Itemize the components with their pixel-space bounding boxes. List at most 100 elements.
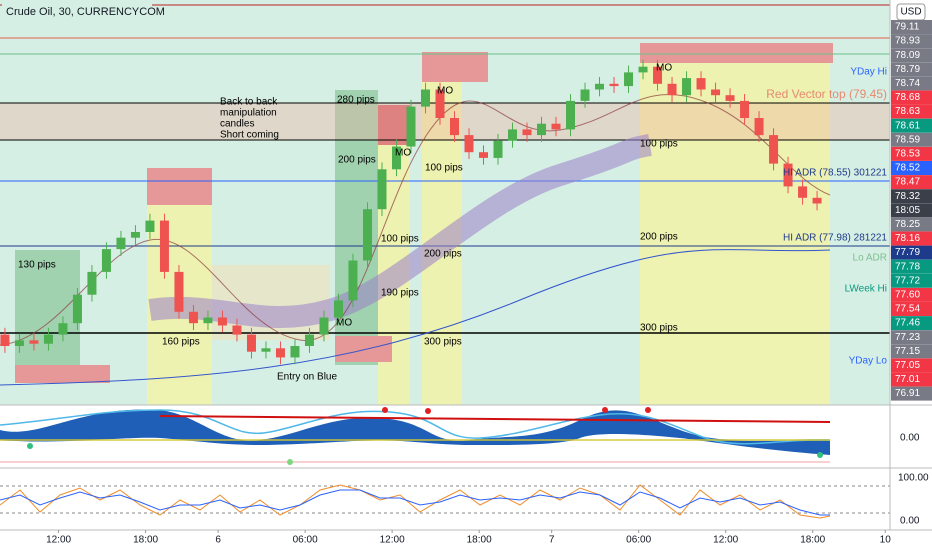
price-tag (891, 48, 932, 63)
x-tick-label: 12:00 (713, 535, 738, 546)
candle-body (537, 123, 547, 136)
line-label: HI ADR (77.98) 281221 (783, 233, 887, 244)
candle-body (725, 95, 735, 101)
price-tag (891, 189, 932, 204)
candle-body (362, 209, 372, 261)
zone (15, 250, 80, 365)
candle-body (290, 346, 300, 358)
ma-line (0, 94, 831, 346)
price-tag-label: 77.23 (895, 332, 920, 343)
annotation: 130 pips (18, 260, 56, 271)
price-tag-label: 78.16 (895, 233, 920, 244)
annotation: candles (220, 119, 254, 130)
candle-body (304, 334, 314, 346)
candle-body (246, 334, 256, 352)
price-tag (891, 161, 932, 175)
price-tag-label: 77.01 (895, 374, 920, 385)
candle-body (508, 129, 518, 141)
signal-dot (602, 407, 608, 413)
candle-body (595, 83, 605, 90)
price-tag (891, 34, 932, 49)
x-tick-label: 06:00 (626, 535, 651, 546)
annotation: 160 pips (162, 337, 200, 348)
x-tick-label: 06:00 (293, 535, 318, 546)
oscillator-label: 0.00 (900, 433, 920, 444)
candle-body (798, 186, 808, 198)
x-tick-label: 18:00 (800, 535, 825, 546)
candle-body (522, 129, 532, 136)
price-tag (891, 20, 932, 34)
price-tag (891, 62, 932, 77)
candle-body (87, 271, 97, 295)
annotation: Back to back (220, 97, 278, 108)
price-tag (891, 203, 932, 218)
line-label: Lo ADR (853, 253, 887, 264)
signal-dot (425, 408, 431, 414)
candle-body (203, 317, 213, 324)
candle-body (638, 66, 648, 73)
title-bg (2, 4, 152, 20)
line-label: LWeek Hi (845, 284, 887, 295)
price-tag-label: 79.11 (895, 22, 920, 33)
candle-body (72, 294, 82, 324)
annotation: 100 pips (381, 234, 419, 245)
annotation: 100 pips (640, 139, 678, 150)
candle-body (29, 340, 39, 344)
candle-body (624, 72, 634, 87)
candle-body (551, 123, 561, 130)
candle-body (449, 118, 459, 136)
annotation: 190 pips (381, 288, 419, 299)
line-label: YDay Hi (850, 67, 887, 78)
annotation: 200 pips (338, 155, 376, 166)
candle-body (261, 348, 271, 352)
candle-body (275, 348, 285, 358)
annotations: Back to back manipulation candles Short … (18, 63, 678, 383)
candle-body (58, 323, 68, 335)
x-tick-label: 12:00 (380, 535, 405, 546)
candle-body (420, 89, 430, 107)
price-tag (891, 104, 932, 119)
price-tag (891, 146, 932, 161)
oscillator-label: 100.00 (898, 473, 929, 484)
candle-body (754, 118, 764, 136)
x-tick-label: 12:00 (46, 535, 71, 546)
chart-title: Crude Oil, 30, CURRENCYCOM (6, 6, 165, 18)
price-tag-label: 78.09 (895, 50, 920, 61)
candle-body (116, 237, 126, 250)
cloud-band (148, 134, 652, 328)
price-tag-label: 77.46 (895, 318, 920, 329)
candle-body (783, 163, 793, 187)
candle-body (232, 325, 242, 335)
candle-body (406, 106, 416, 147)
candle-body (479, 152, 489, 158)
candle-body (130, 232, 140, 238)
price-tag-label: 78.32 (895, 191, 920, 202)
ma-line (0, 249, 831, 386)
price-tag (891, 330, 932, 345)
signal-dot (287, 459, 293, 465)
candle-body (43, 334, 53, 344)
candle-body (769, 135, 779, 164)
candle-body (0, 334, 10, 346)
price-tag (891, 76, 932, 91)
x-tick-label: 7 (549, 535, 555, 546)
price-tag (891, 287, 932, 302)
candle-body (682, 78, 692, 96)
candle-body (319, 317, 329, 335)
price-tag-label: 78.74 (895, 78, 920, 89)
line-label: Red Vector top (79.45) (766, 87, 887, 101)
price-tag (891, 259, 932, 274)
price-tag-label: 78.25 (895, 219, 920, 230)
price-tag-label: 77.60 (895, 290, 920, 301)
candle-body (740, 100, 750, 118)
candle-body (391, 146, 401, 170)
annotation: 280 pips (337, 95, 375, 106)
candle-body (188, 311, 198, 324)
annotation: MO (656, 63, 672, 74)
price-tag-label: 77.54 (895, 304, 920, 315)
indicator-1: 0.00 (0, 406, 920, 466)
zone (640, 43, 833, 63)
price-tag (891, 302, 932, 316)
candle-body (435, 89, 445, 118)
levels (0, 4, 890, 386)
